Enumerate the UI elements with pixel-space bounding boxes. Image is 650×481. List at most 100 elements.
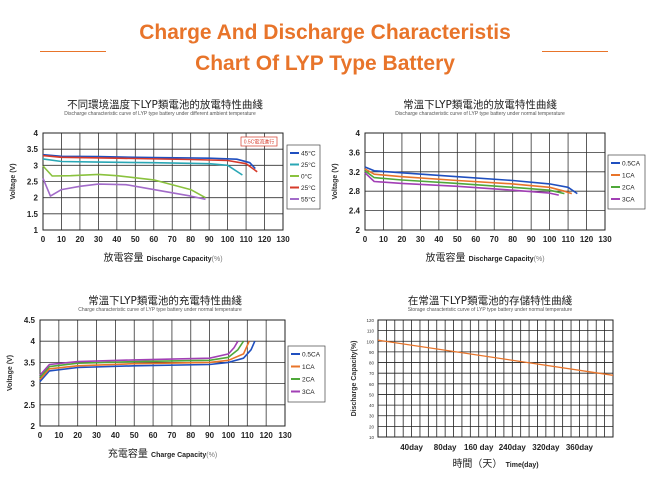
x-tick-label: 130 [276,235,290,244]
legend-label: 1CA [302,364,315,371]
plot-grid [377,319,614,438]
y-tick-label: 3.6 [349,148,361,157]
x-tick-label: 90 [205,431,214,440]
title-rule-left [40,51,106,52]
legend-label: 0.5CA [622,161,641,168]
chart-2-title: 常溫下LYP類電池的放電特性曲綫 [403,99,557,111]
x-tick-label: 320day [532,443,560,452]
series-line-4 [42,154,258,173]
series-line-2 [42,158,243,176]
y-tick-label: 1.5 [27,210,39,219]
x-axis-label-unit: (%) [534,256,545,263]
x-tick-label: 80 [186,431,195,440]
x-axis-label-unit: (%) [206,452,217,459]
chart-1-subtitle: Discharge characteristic curve of LYP ty… [64,111,256,117]
legend-label: 2CA [622,185,635,192]
x-tick-label: 10 [54,431,63,440]
tick-labels: 10 20 30 40 50 60 70 80 90 100 110 120 40day 80day 160… [366,318,593,452]
x-tick-label: 100 [221,235,235,244]
plot-frame [377,319,614,438]
legend: 45°C 25°C 0°C 25°C 55°C [286,144,321,210]
series-line-3 [364,170,565,195]
x-axis-label-en: Time(day) [506,462,539,469]
legend-label: 0.5CA [302,352,321,359]
annotation-box [240,136,278,147]
y-tick-label: 1 [34,226,39,235]
x-tick-label: 120 [259,431,273,440]
y-axis-label: Voltage (V) [10,163,17,199]
annotation-text: 0.5C電流進行 [244,139,275,146]
legend-label: 3CA [622,197,635,204]
x-tick-label: 60 [149,235,158,244]
x-tick-label: 110 [562,235,575,244]
x-tick-label: 40 [434,235,443,244]
x-axis-label-cn: 充電容量 [108,447,151,460]
series-line-2 [364,168,573,195]
plot-frame [39,319,286,427]
legend-label: 0°C [301,173,312,181]
y-tick-label: 2.5 [24,401,36,410]
y-tick-label: 3.5 [24,358,36,367]
x-tick-label: 10 [379,235,388,244]
y-tick-label: 3 [34,161,39,170]
x-tick-label: 40 [112,235,121,244]
x-tick-label: 30 [416,235,425,244]
chart-2-subtitle: Discharge characteristic curve of LYP ty… [395,111,565,117]
x-axis-label-en: Discharge Capacity [469,256,534,263]
y-tick-label: 120 [366,318,374,323]
x-tick-label: 130 [598,235,612,244]
y-tick-label: 4.5 [24,316,36,325]
chart-3-title: 常溫下LYP類電池的充電特性曲綫 [88,295,242,307]
y-tick-label: 110 [367,329,375,334]
y-tick-label: 2.8 [349,187,361,196]
y-axis-label: Discharge Capacity(%) [351,341,358,417]
x-tick-label: 20 [73,431,82,440]
x-tick-label: 0 [363,235,368,244]
x-tick-label: 110 [240,235,253,244]
x-tick-label: 90 [205,235,214,244]
y-tick-label: 4 [34,129,39,138]
series-line-3 [39,340,245,378]
x-tick-label: 40 [111,431,120,440]
chart-1-title: 不同環境溫度下LYP類電池的放電特性曲綫 [67,99,263,111]
plot-grid [42,132,284,231]
x-tick-label: 20 [397,235,406,244]
x-tick-label: 90 [527,235,536,244]
legend: 0.5CA 1CA 2CA 3CA [607,154,646,210]
series-line-1 [39,340,256,383]
x-tick-label: 20 [75,235,84,244]
x-tick-label: 160 day [464,443,494,452]
page-title-line-2: Chart Of LYP Type Battery [195,52,455,75]
legend-label: 45°C [301,150,316,158]
y-tick-label: 4 [31,337,36,346]
y-tick-label: 3.2 [349,168,361,177]
x-axis-label: 放電容量 Discharge Capacity(%) [103,251,222,264]
x-tick-label: 110 [241,431,254,440]
x-tick-label: 240day [499,443,527,452]
x-axis-label-cn: 時間（天） [452,458,505,470]
x-tick-label: 120 [258,235,272,244]
y-tick-label: 90 [369,350,375,355]
x-tick-label: 30 [92,431,101,440]
series-line-1 [364,166,578,195]
y-tick-label: 80 [369,361,375,366]
page-title-line-1: Charge And Discharge Characteristis [139,21,511,44]
x-axis-label: 充電容量 Charge Capacity(%) [108,447,217,460]
chart-4-subtitle: Storage characteristic curve of LYP type… [407,307,573,313]
legend-label: 55°C [301,196,316,204]
y-tick-label: 3 [31,380,36,389]
chart-3-subtitle: Charge characteristic curve of LYP type … [78,307,242,313]
x-tick-label: 50 [130,431,139,440]
x-axis-label: 時間（天） Time(day) [452,458,538,470]
x-tick-label: 130 [278,431,292,440]
plot-frame [364,132,606,231]
series-line-1 [42,153,256,170]
x-tick-label: 50 [131,235,140,244]
x-tick-label: 40day [400,443,423,452]
tick-labels: 2 2.5 3 3.5 4 4.5 0 10 20 30 40 50 60 70 80 90 100 110 120… [24,316,292,440]
y-tick-label: 50 [369,392,375,397]
